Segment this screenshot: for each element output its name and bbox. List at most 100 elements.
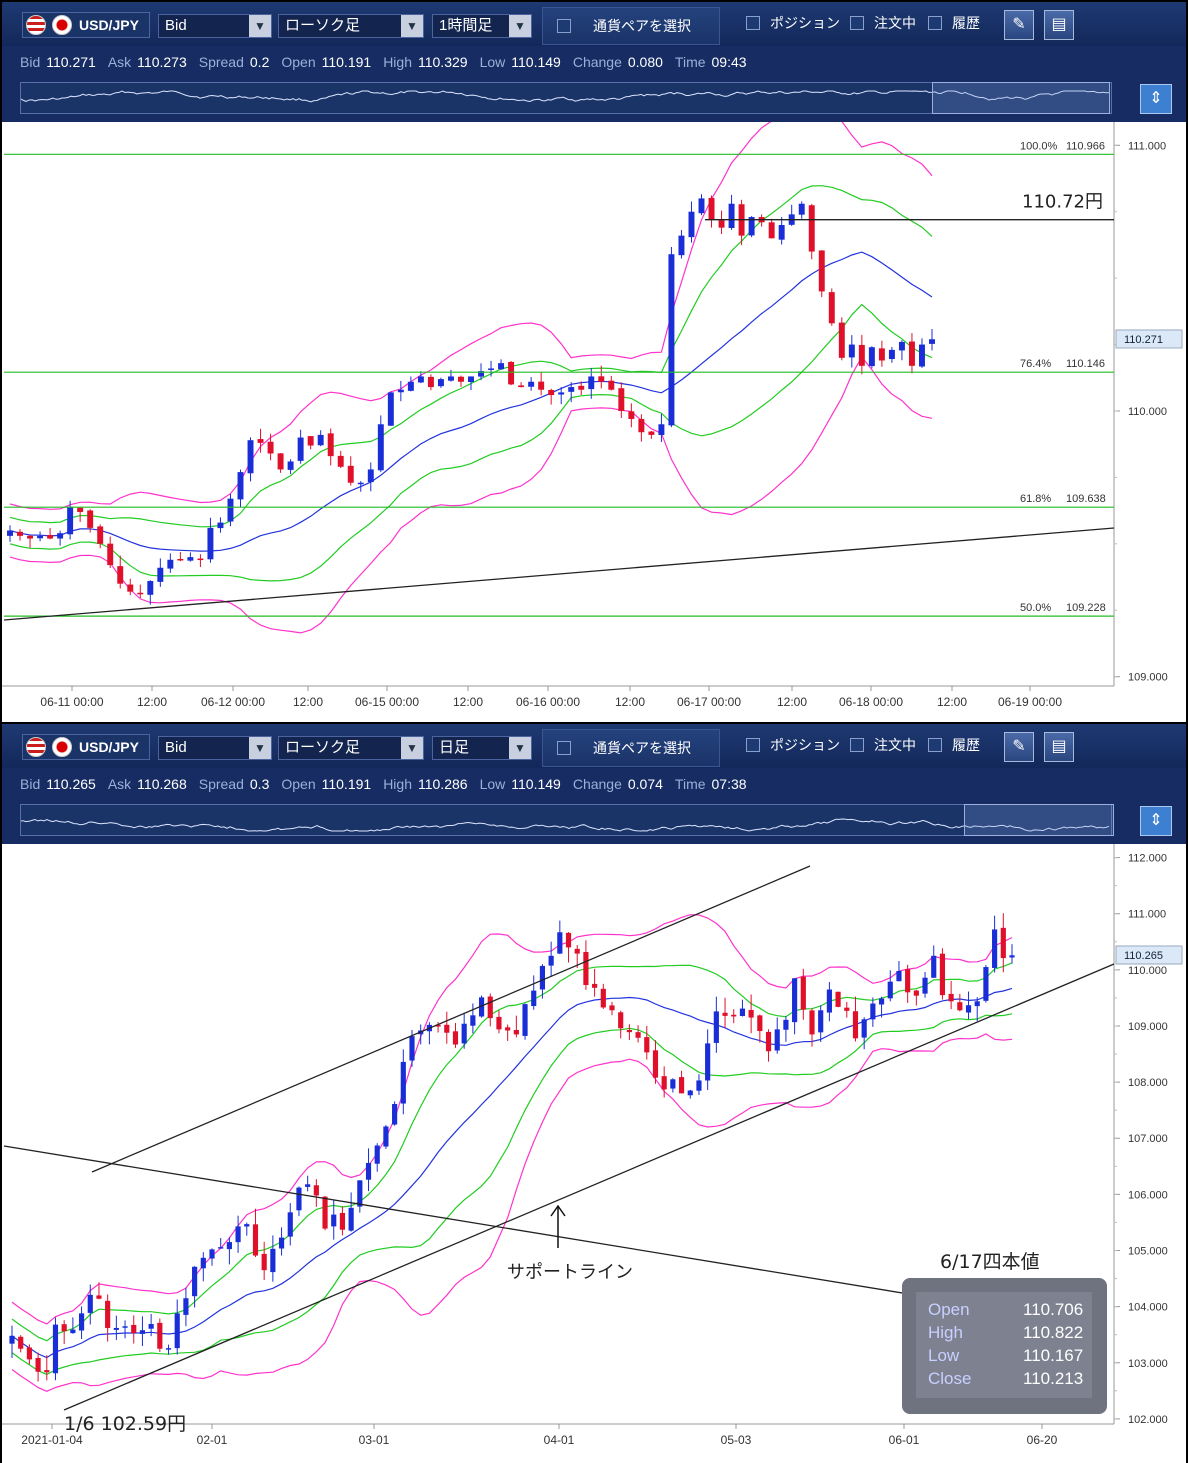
- candle-body: [644, 1037, 650, 1053]
- draw-tool-icon[interactable]: ✎: [1004, 732, 1034, 762]
- quote-key: Open: [281, 776, 316, 792]
- select-pair-button[interactable]: 通貨ペアを選択: [542, 7, 720, 45]
- fibonacci-percent-label: 61.8%: [1020, 493, 1051, 505]
- interval-select[interactable]: 1時間足 ▼: [432, 14, 532, 38]
- quote-value: 09:43: [711, 54, 747, 70]
- candle-body: [783, 1019, 789, 1030]
- candle-body: [461, 1023, 467, 1044]
- scale-icon[interactable]: ⇕: [1140, 84, 1172, 114]
- ohlc-key: High: [928, 1323, 963, 1342]
- quote-key: Spread: [198, 776, 244, 792]
- overview-scroller[interactable]: [20, 82, 1112, 114]
- candle-body: [192, 1266, 198, 1297]
- quote-key: Change: [572, 776, 622, 792]
- order-label: 注文中: [874, 15, 916, 31]
- quote-key: Bid: [20, 54, 41, 70]
- order-checkbox[interactable]: [850, 16, 864, 30]
- window-icon[interactable]: ▤: [1044, 732, 1074, 762]
- pair-checkbox[interactable]: [557, 19, 571, 33]
- chevron-down-icon: ▼: [401, 737, 423, 759]
- x-tick-label: 06-17 00:00: [677, 695, 741, 709]
- quote-key: Change: [572, 54, 622, 70]
- candle-body: [37, 535, 44, 539]
- order-checkbox[interactable]: [850, 738, 864, 752]
- history-label: 履歴: [952, 737, 980, 753]
- candle-body: [157, 1322, 163, 1349]
- candle-body: [177, 558, 184, 561]
- moving-average-line: [9, 251, 933, 552]
- chart-style-select[interactable]: ローソク足 ▼: [278, 736, 424, 760]
- ohlc-value: 110.213: [1023, 1369, 1084, 1388]
- candle-body: [568, 387, 575, 392]
- candle-body: [828, 292, 835, 324]
- candle-body: [598, 376, 605, 382]
- candle-body: [17, 531, 23, 536]
- candle-body: [505, 1027, 511, 1031]
- position-checkbox[interactable]: [746, 16, 760, 30]
- candle-body: [27, 535, 34, 539]
- price-type-select[interactable]: Bid ▼: [158, 736, 272, 760]
- overview-scroller[interactable]: [20, 804, 1112, 836]
- chart-bg: [2, 122, 1186, 722]
- candle-body: [357, 482, 364, 485]
- trend-line: [3, 527, 1115, 621]
- candle-body: [919, 344, 925, 367]
- candle-body: [487, 996, 493, 1019]
- candle-body: [435, 1024, 441, 1027]
- quote-key: Spread: [198, 54, 244, 70]
- chart-style-select[interactable]: ローソク足 ▼: [278, 14, 424, 38]
- candle-body: [887, 981, 893, 999]
- interval-select[interactable]: 日足 ▼: [432, 736, 532, 760]
- quote-key: Time: [674, 776, 706, 792]
- scroll-window[interactable]: [964, 804, 1114, 836]
- candle-body: [800, 976, 806, 1010]
- candle-body: [638, 418, 645, 433]
- history-checkbox[interactable]: [928, 738, 942, 752]
- candle-body: [387, 392, 394, 426]
- position-checkbox[interactable]: [746, 738, 760, 752]
- candle-body: [809, 1010, 815, 1035]
- candle-body: [397, 389, 404, 393]
- candle-body: [757, 1015, 763, 1032]
- draw-tool-icon[interactable]: ✎: [1004, 10, 1034, 40]
- window-icon[interactable]: ▤: [1044, 10, 1074, 40]
- candle-body: [565, 932, 572, 948]
- candle-body: [687, 1090, 693, 1096]
- candle-body: [44, 1370, 50, 1373]
- candle-body: [728, 203, 735, 228]
- quote-value: 110.191: [321, 54, 372, 70]
- candle-body: [531, 990, 537, 1007]
- candle-body: [513, 1030, 519, 1035]
- scale-icon[interactable]: ⇕: [1140, 806, 1172, 836]
- candle-body: [444, 1024, 450, 1033]
- candle-body: [407, 381, 414, 391]
- interval-value: 日足: [439, 739, 470, 756]
- price-type-select[interactable]: Bid ▼: [158, 14, 272, 38]
- candle-body: [278, 1237, 285, 1249]
- candle-body: [844, 1007, 850, 1011]
- candle-body: [592, 983, 598, 988]
- ohlc-value: 110.167: [1023, 1346, 1084, 1365]
- quote-key: Time: [674, 54, 706, 70]
- downtrend-line: [3, 1145, 983, 1307]
- candle-body: [908, 341, 915, 366]
- current-price-label: 110.265: [1124, 950, 1163, 962]
- select-pair-button[interactable]: 通貨ペアを選択: [542, 729, 720, 767]
- candle-body: [157, 567, 164, 582]
- pair-checkbox[interactable]: [557, 741, 571, 755]
- candle-body: [87, 510, 94, 528]
- candle-body: [18, 1336, 24, 1349]
- candle-body: [861, 1019, 867, 1038]
- fibonacci-value-label: 110.146: [1066, 358, 1105, 370]
- history-checkbox[interactable]: [928, 16, 942, 30]
- candle-body: [478, 371, 484, 377]
- candle-body: [870, 1003, 876, 1020]
- chevron-down-icon: ▼: [249, 737, 271, 759]
- y-tick-label: 109.000: [1128, 672, 1168, 684]
- candle-body: [61, 1324, 67, 1332]
- symbol-badge[interactable]: USD/JPY: [22, 12, 150, 38]
- symbol-badge[interactable]: USD/JPY: [22, 734, 150, 760]
- candle-body: [661, 1076, 667, 1090]
- scroll-window[interactable]: [932, 82, 1110, 114]
- candle-body: [583, 951, 589, 986]
